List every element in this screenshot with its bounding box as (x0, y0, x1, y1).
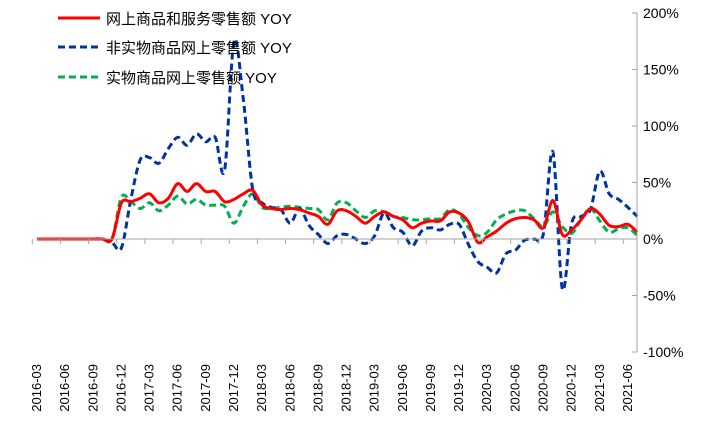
x-tick-label: 2019-12 (451, 364, 466, 412)
legend-item-total-online-retail: 网上商品和服务零售额 YOY (58, 11, 292, 28)
y-tick-label: -100% (643, 344, 683, 360)
legend-item-non-physical: 非实物商品网上零售额 YOY (58, 40, 292, 57)
series-line-2 (37, 192, 639, 244)
x-tick-label: 2016-06 (57, 364, 72, 412)
x-tick-label: 2018-06 (282, 364, 297, 412)
x-tick-label: 2019-03 (367, 364, 382, 412)
legend-label: 实物商品网上零售额 YOY (106, 70, 277, 87)
y-tick-label: 100% (643, 118, 679, 134)
x-tick-label: 2017-09 (198, 364, 213, 412)
y-tick-label: 0% (643, 231, 663, 247)
legend-label: 网上商品和服务零售额 YOY (106, 11, 292, 28)
x-tick-label: 2018-12 (339, 364, 354, 412)
y-tick-label: -50% (643, 288, 676, 304)
x-tick-label: 2019-06 (395, 364, 410, 412)
y-tick-label: 50% (643, 175, 671, 191)
legend-item-physical: 实物商品网上零售额 YOY (58, 70, 277, 87)
x-tick-label: 2017-03 (142, 364, 157, 412)
x-tick-label: 2016-09 (85, 364, 100, 412)
series-line-0 (37, 182, 639, 245)
series-line-1 (37, 37, 639, 292)
x-tick-label: 2021-06 (620, 364, 635, 412)
x-tick-label: 2016-03 (29, 364, 44, 412)
x-tick-label: 2019-09 (423, 364, 438, 412)
y-tick-label: 150% (643, 62, 679, 78)
x-axis: 2016-03 2016-06 2016-09 2016-12 2017-03 2017-… (29, 238, 637, 412)
x-tick-label: 2017-06 (170, 364, 185, 412)
x-tick-label: 2020-06 (507, 364, 522, 412)
x-tick-label: 2017-12 (226, 364, 241, 412)
x-tick-label: 2020-12 (564, 364, 579, 412)
y-tick-label: 200% (643, 5, 679, 21)
plot-lines (37, 37, 639, 292)
x-tick-label: 2018-09 (310, 364, 325, 412)
x-tick-label: 2018-03 (254, 364, 269, 412)
x-tick-label: 2020-03 (479, 364, 494, 412)
legend: 网上商品和服务零售额 YOY 非实物商品网上零售额 YOY 实物商品网上零售额 … (58, 11, 292, 87)
x-tick-label: 2020-09 (536, 364, 551, 412)
y-axis: 200% 150% 100% 50% 0% -50% -100% (632, 5, 683, 360)
x-tick-label: 2021-03 (592, 364, 607, 412)
legend-label: 非实物商品网上零售额 YOY (106, 40, 292, 57)
x-tick-label: 2016-12 (113, 364, 128, 412)
